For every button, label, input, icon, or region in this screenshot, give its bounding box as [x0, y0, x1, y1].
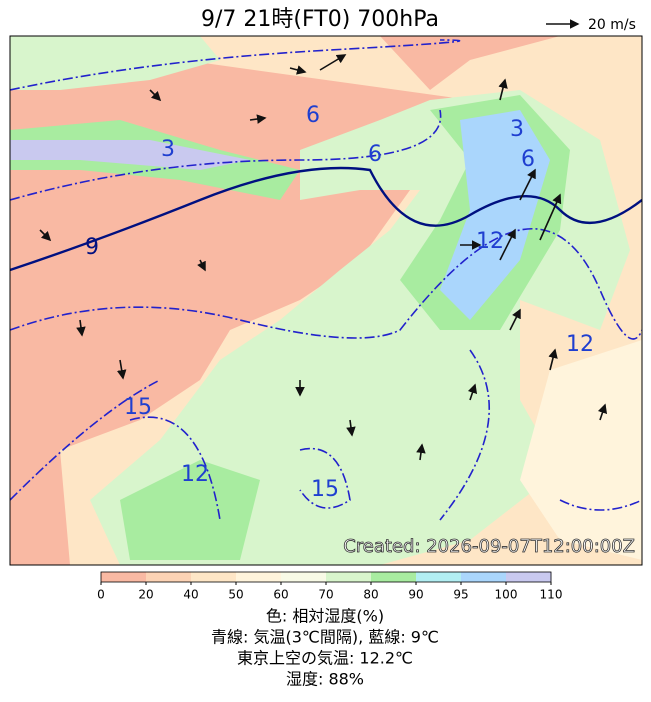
contour-label: 12 [476, 229, 504, 254]
colorbar-segment [416, 572, 462, 582]
colorbar-tick-label: 90 [408, 588, 423, 602]
colorbar: 0 20 40 50 60 70 80 90 95 100 110 [97, 571, 563, 602]
colorbar-segment [236, 572, 282, 582]
wind-legend: 20 m/s [588, 17, 636, 33]
colorbar-tick-label: 60 [273, 588, 288, 602]
colorbar-tick-label: 50 [228, 588, 243, 602]
colorbar-segment [101, 572, 147, 582]
caption: 東京上空の気温: 12.2℃ [237, 649, 413, 668]
timestamp: Created: 2026-09-07T12:00:00Z [343, 536, 635, 557]
caption: 湿度: 88% [286, 670, 364, 689]
colorbar-tick-label: 70 [318, 588, 333, 602]
contour-label: 3 [510, 117, 524, 142]
map: 3 6 6 3 6 9 12 12 15 12 15 Created: 2026… [10, 36, 642, 565]
colorbar-segment [461, 572, 507, 582]
colorbar-tick-label: 100 [495, 588, 518, 602]
colorbar-tick-label: 20 [138, 588, 153, 602]
colorbar-segment [281, 572, 327, 582]
colorbar-segment [191, 572, 237, 582]
caption: 色: 相対湿度(%) [266, 607, 384, 626]
map-frame [9, 35, 643, 566]
contour-label: 6 [306, 103, 320, 128]
colorbar-tick-label: 80 [363, 588, 378, 602]
colorbar-segment [371, 572, 417, 582]
title: 9/7 21時(FT0) 700hPa [201, 7, 439, 32]
colorbar-tick-label: 95 [453, 588, 468, 602]
contour-label: 6 [521, 147, 535, 172]
contour-label: 12 [566, 332, 594, 357]
wind-arrows [39, 54, 608, 461]
contour-label: 15 [124, 395, 152, 420]
colorbar-segment [146, 572, 192, 582]
colorbar-segment [326, 572, 372, 582]
contour-label: 9 [85, 235, 99, 260]
colorbar-tick-label: 0 [97, 588, 105, 602]
contour-label: 6 [368, 142, 382, 167]
colorbar-segment [506, 572, 552, 582]
colorbar-tick-label: 40 [183, 588, 198, 602]
caption: 青線: 気温(3℃間隔), 藍線: 9℃ [211, 628, 439, 647]
contour-label: 15 [311, 477, 339, 502]
colorbar-tick-label: 110 [540, 588, 563, 602]
contour-label: 12 [181, 462, 209, 487]
contour-label: 3 [161, 137, 175, 162]
